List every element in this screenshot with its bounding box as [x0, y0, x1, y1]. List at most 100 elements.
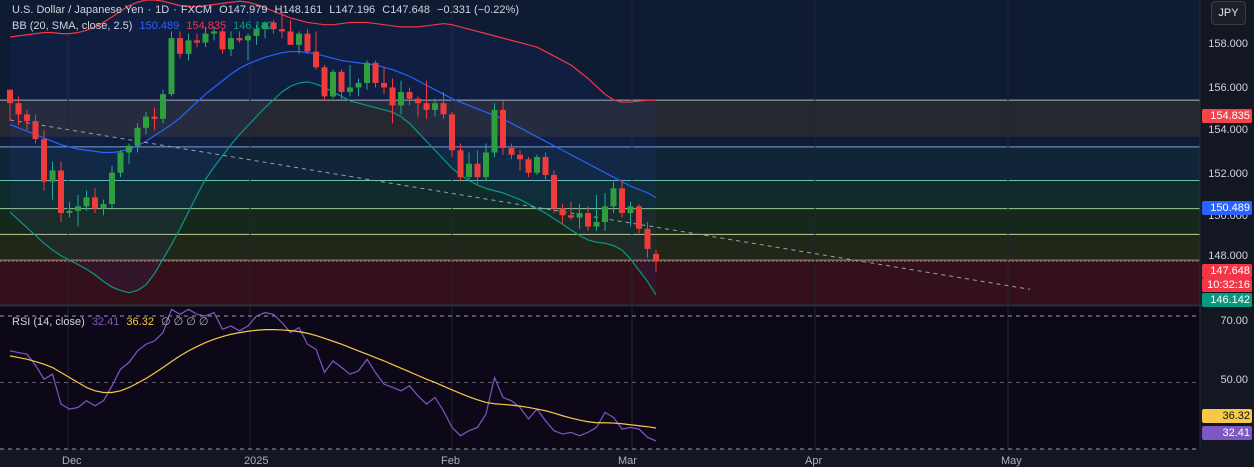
bb-mid-line [9, 50, 657, 199]
candle-body [262, 22, 268, 30]
candle-body [160, 94, 166, 119]
bb-legend[interactable]: BB (20, SMA, close, 2.5) 150.489 154.835… [12, 20, 277, 32]
level-zone [0, 180, 1200, 209]
bb-label: BB (20, SMA, close, 2.5) [12, 20, 133, 32]
bb-upper-tag: 154.835 [1202, 109, 1252, 123]
candle-body [398, 91, 404, 106]
candle-body [542, 156, 549, 175]
candle-body [551, 174, 557, 209]
candle-body [389, 87, 396, 106]
bb-upper-value: 154.835 [186, 20, 227, 32]
candle-body [568, 215, 574, 218]
candle-body [364, 62, 370, 83]
y-tick: 158.000 [1208, 38, 1248, 50]
rsi-legend[interactable]: RSI (14, close) 32.41 36.32 ∅ ∅ ∅ ∅ [12, 315, 213, 328]
candle-body [432, 103, 438, 110]
candle-body [636, 206, 642, 229]
candle-body [653, 253, 659, 262]
candle-body [126, 145, 132, 153]
candle-body [559, 208, 566, 216]
x-tick: Feb [441, 455, 460, 467]
y-tick: 154.000 [1208, 124, 1248, 136]
candle-body [585, 213, 591, 227]
level-zone [0, 100, 1200, 137]
last-price-tag: 147.648 [1202, 264, 1252, 278]
candle-body [143, 116, 149, 128]
rsi-tag: 32.41 [1202, 426, 1252, 440]
candle-body [406, 91, 413, 99]
level-zone [0, 146, 1200, 181]
candle-body [7, 89, 13, 104]
ohlc-high: H148.161 [274, 4, 323, 16]
candle-body [355, 82, 362, 88]
candle-body [338, 71, 345, 92]
candle-body [610, 188, 617, 207]
source: FXCM [180, 4, 213, 16]
rsi-ma-line [9, 329, 657, 429]
candle-body [644, 228, 651, 249]
candle-body [49, 170, 56, 182]
candle-body [619, 188, 625, 214]
candle-body [423, 103, 430, 110]
candle-body [168, 38, 175, 95]
candle-body [330, 71, 336, 97]
rsi-line [9, 308, 657, 442]
x-tick: May [1001, 455, 1022, 467]
bb-upper-line [9, 0, 657, 103]
timeframe[interactable]: 1D [155, 4, 170, 16]
candle-body [449, 114, 455, 151]
candle-body [313, 51, 319, 68]
symbol-name: U.S. Dollar / Japanese Yen [12, 4, 144, 16]
candle-body [534, 156, 540, 173]
ohlc-open: O147.979 [219, 4, 268, 16]
candle-body [627, 206, 634, 214]
candle-body [491, 109, 498, 153]
y-tick: 152.000 [1208, 168, 1248, 180]
currency-button[interactable]: JPY [1211, 1, 1246, 25]
candle-body [508, 148, 515, 155]
candle-body [236, 38, 243, 41]
candle-body [381, 82, 387, 88]
candle-body [253, 29, 260, 36]
candle-body [24, 114, 30, 122]
candle-body [15, 103, 22, 115]
candle-body [202, 33, 209, 43]
x-tick: 2025 [244, 455, 269, 467]
y-tick: 156.000 [1208, 82, 1248, 94]
candle-body [109, 172, 115, 205]
candle-body [134, 127, 141, 146]
candle-body [185, 40, 192, 54]
candle-body [457, 150, 464, 178]
rsi-ma-tag: 36.32 [1202, 409, 1252, 423]
rsi-value: 32.41 [91, 316, 120, 328]
candle-body [83, 197, 90, 207]
rsi-pane-bg [0, 306, 1200, 449]
candle-body [602, 206, 608, 223]
candle-body [279, 29, 285, 32]
time-scale-bg [0, 449, 1254, 467]
candle-body [32, 121, 39, 140]
x-tick: Mar [618, 455, 637, 467]
candle-body [92, 197, 98, 209]
rsi-y-tick: 50.00 [1220, 374, 1248, 386]
main-legend: U.S. Dollar / Japanese Yen · 1D · FXCM O147.… [12, 4, 519, 16]
candle-body [75, 206, 81, 211]
candle-body [517, 154, 523, 160]
y-tick: 148.000 [1208, 250, 1248, 262]
bb-mid-tag: 150.489 [1202, 201, 1252, 215]
candle-body [66, 210, 73, 214]
candle-body [466, 163, 472, 178]
candle-body [100, 204, 107, 209]
candle-body [474, 163, 481, 178]
candle-body [347, 87, 353, 92]
ohlc-close: C147.648 [382, 4, 430, 16]
candle-body [151, 116, 158, 119]
candle-body [177, 38, 183, 54]
candle-body [117, 152, 124, 173]
candle-body [245, 35, 251, 41]
bb-lower-value: 146.142 [233, 20, 273, 32]
level-zone [0, 234, 1200, 261]
candle-body [270, 22, 277, 30]
